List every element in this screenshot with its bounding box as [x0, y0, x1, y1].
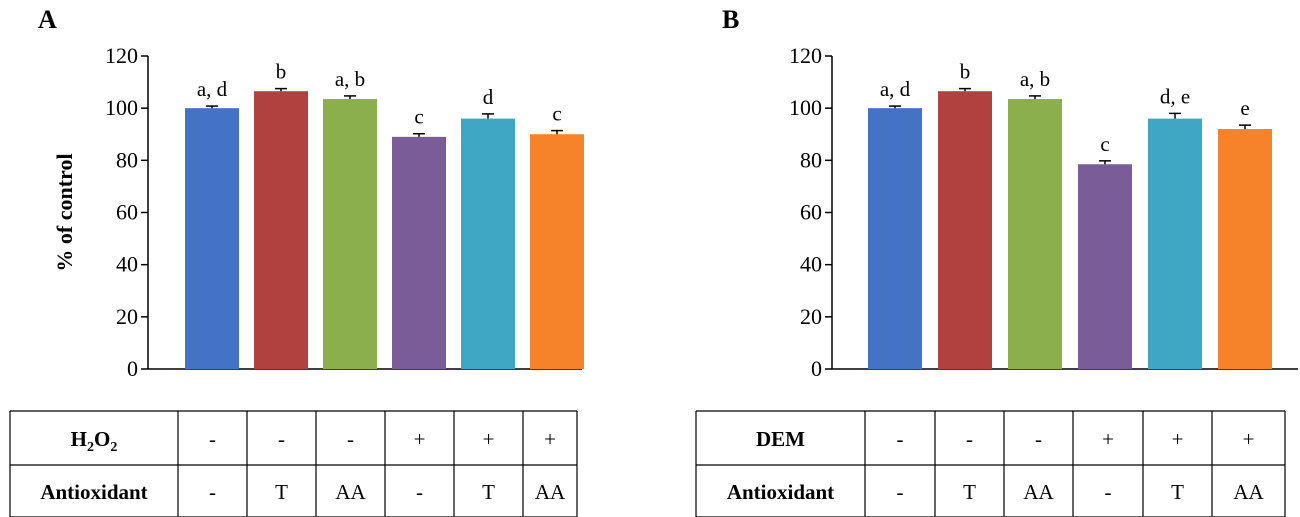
treatment-cell: +: [1243, 427, 1255, 451]
bar: [185, 108, 239, 370]
chart-panel-b: B 0 20 40 60 80 100 120 a, d b a, b c d, e e DEM Antiox…: [695, 5, 1298, 517]
y-tick-label: 80: [116, 147, 138, 172]
panel-letter: A: [38, 5, 57, 34]
bar: [530, 134, 584, 369]
bar: [1008, 99, 1062, 369]
significance-label: c: [414, 105, 423, 129]
antioxidant-row-label: Antioxidant: [40, 480, 147, 504]
significance-label: a, b: [1020, 67, 1050, 91]
bar: [461, 118, 515, 369]
antioxidant-row-label: Antioxidant: [727, 480, 834, 504]
bar: [868, 108, 922, 370]
antioxidant-cell: AA: [535, 480, 566, 504]
bar: [392, 136, 446, 369]
treatment-cell: +: [483, 427, 495, 451]
significance-label: b: [276, 60, 287, 84]
y-tick-label: 40: [800, 252, 822, 277]
treatment-cell: -: [209, 427, 216, 451]
bar: [254, 91, 308, 370]
significance-label: d: [483, 85, 494, 109]
antioxidant-cell: AA: [1023, 480, 1054, 504]
treatment-cell: -: [966, 427, 973, 451]
significance-label: a, d: [197, 77, 228, 101]
bar: [938, 91, 992, 370]
y-tick-label: 40: [116, 252, 138, 277]
treatment-cell: -: [278, 427, 285, 451]
treatment-cell: -: [897, 427, 904, 451]
treatment-cell: +: [1102, 427, 1114, 451]
bar: [1078, 164, 1132, 369]
treatment-table: H2O2 Antioxidant - - - + + + - T AA - T AA: [9, 410, 578, 517]
treatment-cell: +: [544, 427, 556, 451]
treatment-table: DEM Antioxidant - - - + + + - T AA - T AA: [695, 410, 1286, 517]
y-tick-label: 100: [105, 95, 138, 120]
y-tick-label: 100: [789, 95, 822, 120]
treatment-cell: -: [347, 427, 354, 451]
bar: [1148, 118, 1202, 369]
panel-letter: B: [722, 5, 739, 34]
antioxidant-cell: -: [209, 480, 216, 504]
y-tick-label: 120: [105, 43, 138, 68]
antioxidant-cell: AA: [1233, 480, 1264, 504]
antioxidant-cell: T: [963, 480, 976, 504]
antioxidant-cell: -: [1105, 480, 1112, 504]
antioxidant-cell: T: [275, 480, 288, 504]
antioxidant-cell: AA: [335, 480, 366, 504]
y-tick-label: 60: [800, 200, 822, 225]
y-tick-label: 20: [116, 304, 138, 329]
y-tick-label: 0: [811, 356, 822, 381]
antioxidant-cell: -: [416, 480, 423, 504]
treatment-cell: +: [1172, 427, 1184, 451]
treatment-cell: -: [1035, 427, 1042, 451]
significance-label: a, b: [335, 67, 365, 91]
y-tick-label: 80: [800, 147, 822, 172]
antioxidant-cell: T: [482, 480, 495, 504]
y-tick-label: 60: [116, 200, 138, 225]
significance-label: a, d: [880, 77, 911, 101]
significance-label: d, e: [1160, 84, 1190, 108]
y-tick-label: 20: [800, 304, 822, 329]
significance-label: c: [1100, 132, 1109, 156]
y-axis-label: % of control: [52, 153, 77, 271]
antioxidant-cell: -: [897, 480, 904, 504]
significance-label: c: [552, 102, 561, 126]
y-tick-label: 0: [127, 356, 138, 381]
bar: [323, 99, 377, 369]
significance-label: b: [960, 60, 971, 84]
bar: [1218, 129, 1272, 369]
significance-label: e: [1240, 96, 1249, 120]
chart-panel-a: A 0 20 40 60 80 100 120 % of control a, d b a, b c d c…: [9, 5, 584, 517]
treatment-row-label: DEM: [756, 427, 805, 451]
treatment-row-label: H2O2: [71, 427, 118, 455]
treatment-cell: +: [414, 427, 426, 451]
y-tick-label: 120: [789, 43, 822, 68]
antioxidant-cell: T: [1171, 480, 1184, 504]
